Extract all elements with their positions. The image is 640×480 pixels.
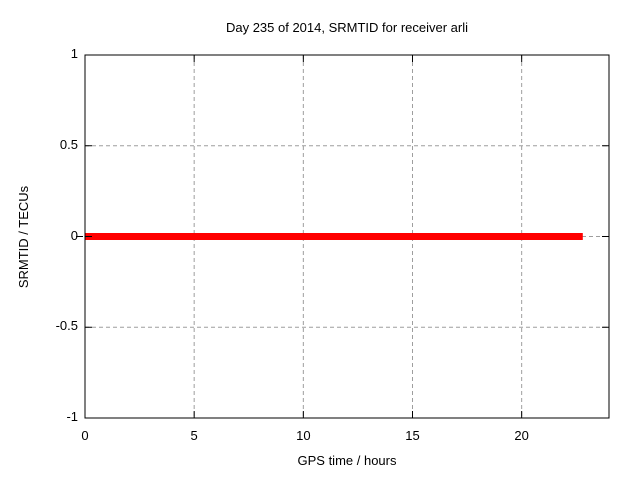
x-tick-label: 20	[514, 428, 529, 443]
y-tick-label: 0.5	[59, 136, 78, 152]
x-tick-label: 15	[405, 428, 420, 443]
y-tick-label: -0.5	[55, 318, 78, 334]
x-tick-label: 0	[81, 428, 89, 443]
y-tick-label: 0	[70, 227, 78, 243]
y-tick-label: 1	[70, 46, 78, 61]
x-tick-label: 10	[296, 428, 311, 443]
chart-title: Day 235 of 2014, SRMTID for receiver arl…	[225, 20, 469, 35]
x-axis-label: GPS time / hours	[297, 453, 397, 468]
x-tick-label: 5	[190, 428, 198, 443]
y-tick-label: -1	[66, 409, 78, 424]
